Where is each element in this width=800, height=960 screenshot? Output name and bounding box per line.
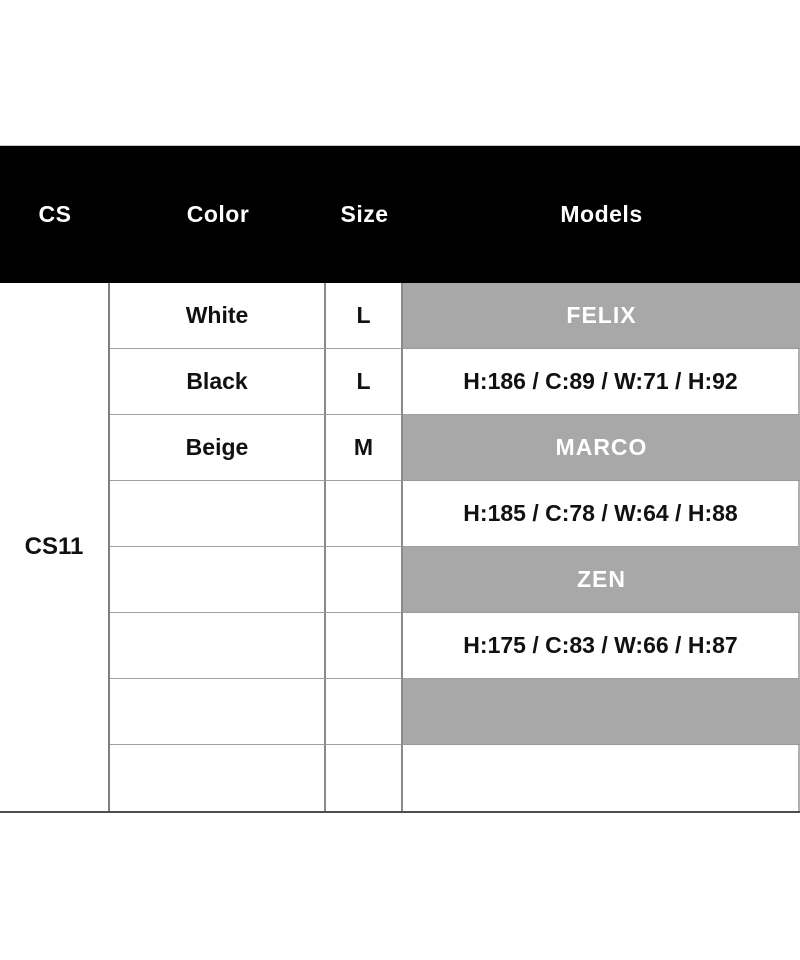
model-name-cell: FELIX bbox=[403, 283, 800, 349]
col-header-cs: CS bbox=[38, 201, 72, 227]
size-cell bbox=[326, 481, 403, 547]
model-measurements-cell bbox=[403, 745, 800, 811]
color-cell: Beige bbox=[110, 415, 326, 481]
col-header-models: Models bbox=[560, 201, 643, 227]
table-header-row: CS Color Size Models bbox=[0, 146, 800, 283]
color-cell bbox=[110, 547, 326, 613]
size-cell bbox=[326, 679, 403, 745]
color-cell bbox=[110, 679, 326, 745]
model-measurements-cell: H:186 / C:89 / W:71 / H:92 bbox=[403, 349, 800, 415]
table-body: CS11 White L FELIX Black L H:186 / C:89 … bbox=[0, 283, 800, 811]
color-cell bbox=[110, 481, 326, 547]
size-cell: L bbox=[326, 283, 403, 349]
size-cell bbox=[326, 613, 403, 679]
color-cell: White bbox=[110, 283, 326, 349]
model-name-cell: MARCO bbox=[403, 415, 800, 481]
col-header-size: Size bbox=[340, 201, 389, 227]
size-cell bbox=[326, 547, 403, 613]
model-name-cell: ZEN bbox=[403, 547, 800, 613]
color-cell bbox=[110, 745, 326, 811]
color-cell bbox=[110, 613, 326, 679]
size-cell bbox=[326, 745, 403, 811]
col-header-color: Color bbox=[186, 201, 250, 227]
spec-table: CS Color Size Models CS11 White L FELIX … bbox=[0, 145, 800, 813]
size-cell: M bbox=[326, 415, 403, 481]
cs-span-cell: CS11 bbox=[0, 283, 110, 811]
model-measurements-cell: H:185 / C:78 / W:64 / H:88 bbox=[403, 481, 800, 547]
color-cell: Black bbox=[110, 349, 326, 415]
model-name-cell bbox=[403, 679, 800, 745]
model-measurements-cell: H:175 / C:83 / W:66 / H:87 bbox=[403, 613, 800, 679]
size-cell: L bbox=[326, 349, 403, 415]
